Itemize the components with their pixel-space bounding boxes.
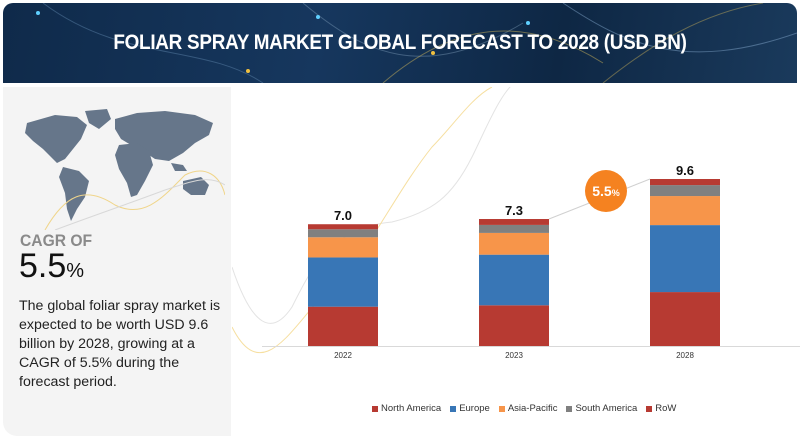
bar-segment-north-america-2022 — [308, 306, 378, 346]
summary-panel: CAGR OF 5.5% The global foliar spray mar… — [3, 87, 231, 436]
cagr-number: 5.5 — [19, 247, 67, 285]
bar-segment-south-america-2028 — [650, 185, 720, 197]
legend-swatch — [450, 405, 457, 412]
legend-item-europe: Europe — [450, 403, 490, 414]
decorative-curve-grey — [232, 87, 511, 324]
bar-segment-north-america-2028 — [650, 292, 720, 346]
bar-segment-asia-pacific-2023 — [479, 232, 549, 255]
legend-item-row: RoW — [646, 403, 676, 414]
legend-item-south-america: South America — [566, 403, 637, 414]
market-description: The global foliar spray market is expect… — [19, 298, 221, 390]
x-tick-label-2022: 2022 — [334, 351, 352, 360]
bar-segment-asia-pacific-2028 — [650, 196, 720, 226]
x-tick-label-2028: 2028 — [676, 351, 694, 360]
legend-label: RoW — [655, 403, 677, 414]
legend-label: North America — [381, 403, 442, 414]
legend-item-asia-pacific: Asia-Pacific — [498, 403, 558, 414]
bar-segment-south-america-2023 — [479, 224, 549, 233]
page-title: FOLIAR SPRAY MARKET GLOBAL FORECAST TO 2… — [113, 31, 687, 54]
legend-label: Asia-Pacific — [507, 403, 558, 414]
bar-segment-asia-pacific-2022 — [308, 237, 378, 258]
decorative-light-trails — [36, 3, 797, 83]
bar-segment-europe-2022 — [308, 257, 378, 307]
legend-swatch — [498, 405, 505, 412]
bar-segment-europe-2028 — [650, 225, 720, 293]
legend-swatch — [372, 405, 378, 412]
cagr-bubble-value: 5.5 — [592, 183, 612, 199]
world-map-icon — [25, 109, 225, 230]
stacked-bar-chart: 7.0 2022 7.3 2023 9.6 2028 — [232, 87, 800, 360]
bar-segment-row-2028 — [650, 179, 720, 186]
legend-swatch — [566, 405, 573, 412]
legend-label: Europe — [459, 403, 490, 414]
bar-segment-north-america-2023 — [479, 305, 549, 346]
cagr-label: CAGR OF — [20, 231, 93, 250]
legend-swatch — [646, 405, 653, 412]
cagr-value: 5.5% — [19, 247, 84, 286]
header-banner: FOLIAR SPRAY MARKET GLOBAL FORECAST TO 2… — [3, 3, 797, 83]
legend-item-north-america: North America — [372, 403, 441, 414]
chart-legend: North America Europe Asia-Pacific South Ame… — [372, 403, 676, 414]
cagr-unit: % — [66, 260, 85, 282]
total-label-2028: 9.6 — [676, 163, 694, 178]
legend-label: South America — [575, 403, 638, 414]
total-label-2022: 7.0 — [334, 208, 352, 223]
bar-segment-south-america-2022 — [308, 229, 378, 238]
cagr-bubble: 5.5% — [585, 170, 627, 212]
bar-segment-europe-2023 — [479, 254, 549, 306]
bar-segment-row-2023 — [479, 219, 549, 225]
cagr-bubble-unit: % — [611, 187, 620, 198]
x-tick-label-2023: 2023 — [505, 351, 523, 360]
total-label-2023: 7.3 — [505, 203, 523, 218]
bar-segment-row-2022 — [308, 224, 378, 230]
